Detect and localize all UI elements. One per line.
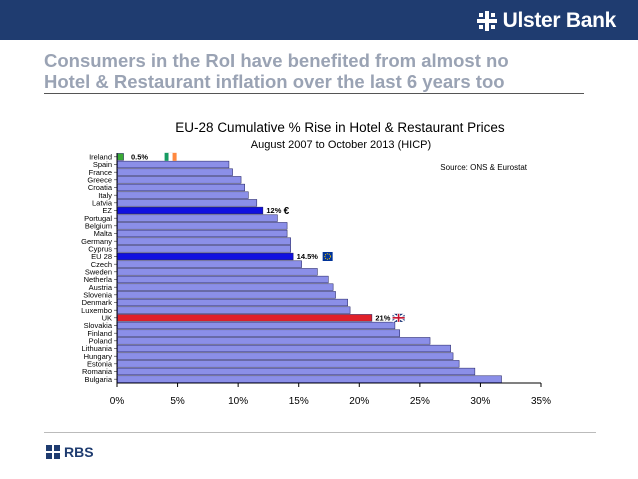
x-tick-label: 20% <box>349 396 369 407</box>
category-label: Finland <box>87 329 112 338</box>
bar-czech <box>117 260 302 268</box>
header-bar: Ulster Bank <box>0 0 638 40</box>
ireland-flag-icon <box>164 152 169 161</box>
page-headline: Consumers in the RoI have benefited from… <box>44 50 604 92</box>
category-label: Greece <box>87 175 112 184</box>
x-tick-label: 10% <box>228 396 248 407</box>
bar-netherla <box>117 275 329 284</box>
bar-slovakia <box>117 321 396 330</box>
category-label: Czech <box>91 260 112 269</box>
bar-france <box>117 168 233 176</box>
bar-italy <box>117 191 249 199</box>
category-label: Luxembo <box>81 306 112 315</box>
data-label-ez: 12% <box>266 206 281 215</box>
bar-bulgaria <box>117 375 502 383</box>
category-label: Latvia <box>92 198 113 207</box>
data-label-ireland: 0.5% <box>131 152 148 161</box>
headline-line-2: Hotel & Restaurant inflation over the la… <box>44 71 505 92</box>
category-label: Portugal <box>84 214 112 223</box>
chart-subtitle: August 2007 to October 2013 (HICP) <box>251 139 431 151</box>
category-label: Denmark <box>82 298 113 307</box>
category-label: Malta <box>94 229 113 238</box>
ireland-flag-white <box>168 152 173 161</box>
uk-flag-cross-red-h <box>392 317 405 319</box>
x-tick-label: 5% <box>170 396 185 407</box>
category-label: EZ <box>102 206 112 215</box>
eu-flag-stars <box>324 253 331 260</box>
bar-slovenia <box>117 291 336 299</box>
brand-name: Ulster Bank <box>502 9 617 32</box>
x-tick-label: 25% <box>410 396 430 407</box>
bar-spain <box>117 160 230 169</box>
bar-hungary <box>117 352 454 360</box>
bar-germany <box>117 237 291 245</box>
category-label: Slovenia <box>83 290 113 299</box>
data-label-uk: 21% <box>375 313 390 322</box>
category-label: Romania <box>82 367 113 376</box>
rbs-text: RBS <box>64 444 94 460</box>
category-label: Hungary <box>84 352 113 361</box>
chart-title: EU-28 Cumulative % Rise in Hotel & Resta… <box>175 120 505 135</box>
category-label: France <box>89 168 112 177</box>
footer-divider <box>44 432 596 433</box>
category-label: Poland <box>89 336 112 345</box>
euro-sign-icon: € <box>284 206 290 217</box>
bar-cyprus <box>117 245 291 253</box>
category-label: Spain <box>93 160 112 169</box>
ireland-flag-orange <box>172 152 177 161</box>
category-label: Ireland <box>89 152 112 161</box>
bar-croatia <box>117 183 245 192</box>
category-label: Italy <box>98 191 112 200</box>
bar-ireland <box>117 153 124 161</box>
bar-luxembo <box>117 306 351 314</box>
bar-belgium <box>117 222 288 230</box>
ulster-bank-mark-icon <box>476 11 497 31</box>
category-label: Austria <box>89 283 113 292</box>
bar-eu-28 <box>117 252 294 261</box>
category-label: EU 28 <box>91 252 112 261</box>
category-label: Croatia <box>88 183 113 192</box>
bar-romania <box>117 367 476 376</box>
bar-portugal <box>117 214 278 222</box>
bar-denmark <box>117 298 348 307</box>
ulster-bank-logo: Ulster Bank <box>476 9 617 33</box>
category-label: Netherla <box>84 275 113 284</box>
chart-source: Source: ONS & Eurostat <box>440 163 527 172</box>
x-tick-label: 15% <box>289 396 309 407</box>
headline-line-1: Consumers in the RoI have benefited from… <box>44 50 509 71</box>
category-label: UK <box>102 313 112 322</box>
bar-ez <box>117 206 264 215</box>
category-label: Germany <box>81 237 112 246</box>
bar-poland <box>117 337 431 345</box>
bar-greece <box>117 176 242 184</box>
bar-estonia <box>117 360 460 368</box>
bar-malta <box>117 229 288 238</box>
category-label: Slovakia <box>84 321 113 330</box>
x-tick-label: 35% <box>531 396 551 407</box>
category-label: Lithuania <box>82 344 113 353</box>
plot-area: 0% 5% 10% 15% 20% 25% 30% 35% IrelandSpainFrance… <box>81 152 551 407</box>
category-label: Belgium <box>85 221 112 230</box>
category-label: Bulgaria <box>84 375 112 384</box>
x-tick-label: 30% <box>470 396 490 407</box>
rbs-daisy-icon <box>46 445 60 459</box>
rbs-logo: RBS <box>46 444 94 460</box>
bar-austria <box>117 283 334 291</box>
category-label: Sweden <box>85 267 112 276</box>
headline-divider <box>44 93 584 94</box>
category-label: Cyprus <box>88 244 112 253</box>
x-tick-label: 0% <box>110 396 125 407</box>
bar-finland <box>117 329 401 337</box>
bar-uk <box>117 314 373 322</box>
bar-sweden <box>117 268 318 276</box>
bar-lithuania <box>117 344 451 353</box>
category-label: Estonia <box>87 359 113 368</box>
eu-flag-icon <box>322 252 333 261</box>
data-label-eu-28: 14.5% <box>297 252 319 261</box>
bar-latvia <box>117 199 258 207</box>
